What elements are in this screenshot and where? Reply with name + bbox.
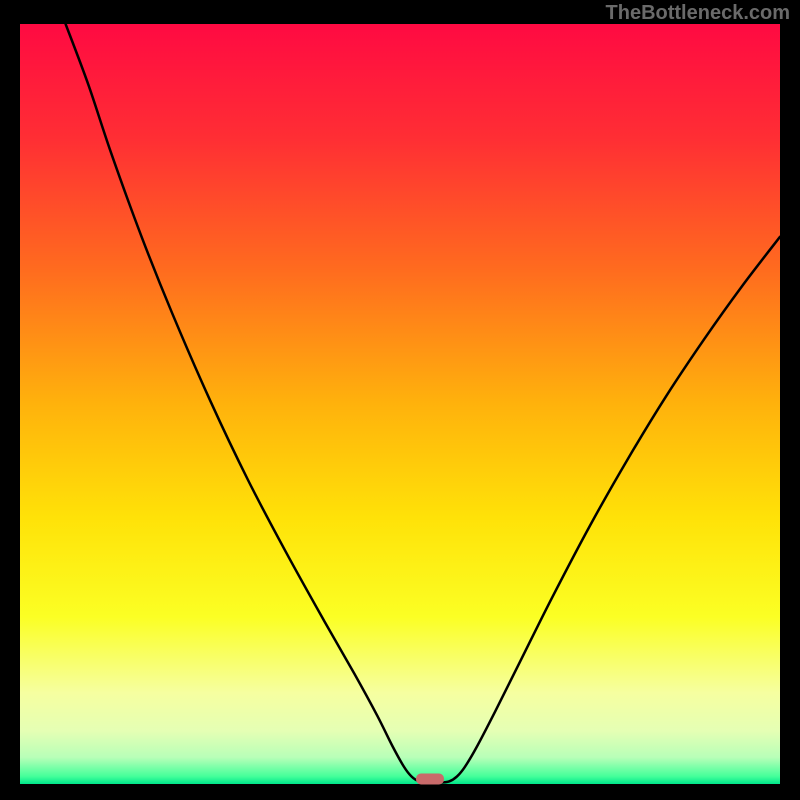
bottleneck-curve: [66, 24, 780, 783]
plot-area: [20, 24, 780, 784]
curve-layer: [20, 24, 780, 784]
optimum-marker: [416, 774, 444, 785]
watermark-text: TheBottleneck.com: [606, 2, 790, 25]
chart-container: TheBottleneck.com: [0, 0, 800, 800]
